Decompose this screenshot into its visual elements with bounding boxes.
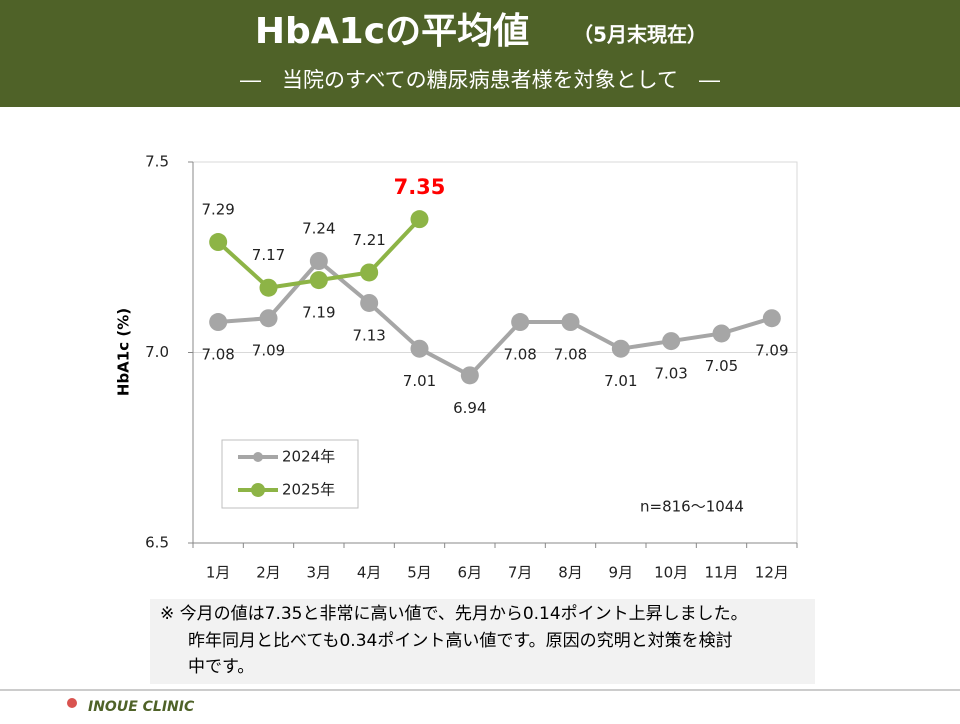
point bbox=[762, 309, 781, 328]
data-label: 7.29 bbox=[201, 201, 234, 219]
title: HbA1cの平均値 bbox=[255, 11, 529, 52]
x-tick-label: 8月 bbox=[558, 564, 583, 582]
note-line: 中です。 bbox=[188, 657, 254, 677]
data-label: 7.09 bbox=[755, 342, 788, 360]
title-note: （5月末現在） bbox=[573, 23, 707, 47]
point bbox=[712, 324, 731, 343]
x-tick-label: 7月 bbox=[508, 564, 533, 582]
data-label: 7.05 bbox=[705, 357, 738, 375]
point bbox=[410, 210, 429, 229]
x-tick-label: 2月 bbox=[256, 564, 281, 582]
note-line: 昨年同月と比べても0.34ポイント高い値です。原因の究明と対策を検討 bbox=[188, 631, 733, 651]
x-tick-label: 3月 bbox=[307, 564, 332, 582]
point bbox=[209, 313, 228, 332]
logo bbox=[67, 698, 77, 708]
header-band bbox=[0, 0, 960, 107]
point bbox=[259, 309, 278, 328]
x-tick-label: 5月 bbox=[407, 564, 432, 582]
data-label: 7.17 bbox=[252, 246, 285, 264]
data-label: 7.09 bbox=[252, 342, 285, 360]
data-label: 7.35 bbox=[394, 175, 446, 199]
point bbox=[511, 313, 530, 332]
annotation: n=816～1044 bbox=[640, 498, 744, 516]
y-tick-label: 6.5 bbox=[145, 534, 169, 552]
data-label: 7.03 bbox=[654, 365, 687, 383]
x-tick-label: 6月 bbox=[458, 564, 483, 582]
note-box bbox=[150, 599, 815, 684]
x-tick-label: 9月 bbox=[609, 564, 634, 582]
point bbox=[561, 313, 580, 332]
point bbox=[360, 263, 379, 282]
note-line: ※ 今月の値は7.35と非常に高い値で、先月から0.14ポイント上昇しました。 bbox=[160, 604, 748, 624]
x-tick-label: 4月 bbox=[357, 564, 382, 582]
data-label: 7.08 bbox=[503, 346, 536, 364]
point bbox=[309, 252, 328, 271]
y-axis-label: HbA1c (%) bbox=[115, 308, 133, 396]
legend-label: 2024年 bbox=[282, 448, 335, 466]
data-label: 7.08 bbox=[554, 346, 587, 364]
x-tick-label: 1月 bbox=[206, 564, 231, 582]
data-label: 7.01 bbox=[403, 372, 436, 390]
point bbox=[360, 293, 379, 312]
data-label: 7.01 bbox=[604, 372, 637, 390]
x-tick-label: 12月 bbox=[755, 564, 789, 582]
point bbox=[259, 278, 278, 297]
point bbox=[611, 339, 630, 358]
legend-marker bbox=[251, 483, 265, 497]
data-label: 7.13 bbox=[352, 326, 385, 344]
subtitle: ― 当院のすべての糖尿病患者様を対象として ― bbox=[240, 68, 720, 92]
x-tick-label: 10月 bbox=[654, 564, 688, 582]
data-label: 7.19 bbox=[302, 304, 335, 322]
legend-label: 2025年 bbox=[282, 481, 335, 499]
data-label: 7.21 bbox=[352, 231, 385, 249]
point bbox=[410, 339, 429, 358]
point bbox=[309, 271, 328, 290]
data-label: 7.08 bbox=[201, 346, 234, 364]
y-tick-label: 7.5 bbox=[145, 153, 169, 171]
data-label: 7.24 bbox=[302, 220, 335, 238]
point bbox=[662, 332, 681, 351]
legend-box bbox=[221, 439, 359, 509]
point bbox=[209, 233, 228, 252]
y-tick-label: 7.0 bbox=[145, 343, 169, 361]
footer-text: INOUE CLINIC bbox=[88, 699, 195, 715]
point bbox=[460, 366, 479, 385]
data-label: 6.94 bbox=[453, 399, 486, 417]
legend-marker bbox=[253, 452, 263, 462]
x-tick-label: 11月 bbox=[704, 564, 738, 582]
